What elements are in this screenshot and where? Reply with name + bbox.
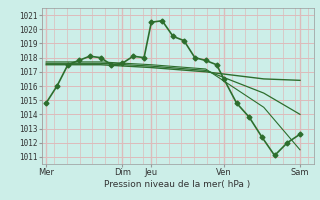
X-axis label: Pression niveau de la mer( hPa ): Pression niveau de la mer( hPa ) [104,180,251,189]
